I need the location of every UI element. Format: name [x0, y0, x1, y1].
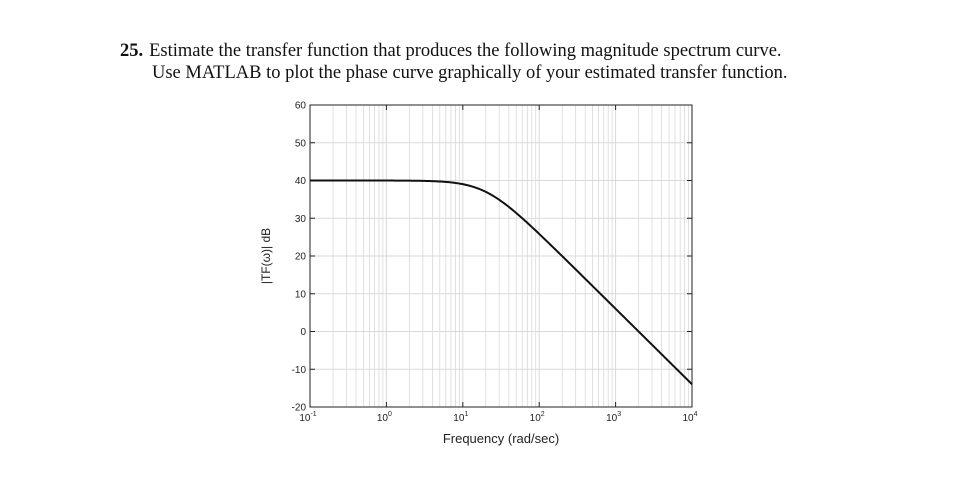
- y-tick-label: 0: [300, 327, 306, 338]
- problem-statement: 25. Estimate the transfer function that p…: [120, 40, 950, 84]
- y-tick-label: 10: [295, 289, 307, 300]
- problem-text-1: Estimate the transfer function that prod…: [149, 41, 782, 61]
- x-tick-base: 10: [530, 413, 542, 424]
- x-tick-exponent: 4: [694, 411, 698, 418]
- x-axis-label: Frequency (rad/sec): [443, 431, 559, 446]
- x-tick-label: 103: [606, 411, 621, 424]
- x-tick-label: 104: [682, 411, 697, 424]
- x-tick-label: 102: [530, 411, 545, 424]
- y-tick-label: -20: [292, 403, 307, 414]
- y-tick-labels: 60 50 40 30 20 10 0 -10 -20: [292, 101, 307, 414]
- magnitude-curve: [310, 179, 693, 385]
- chart-grid: [309, 104, 692, 408]
- y-tick-label: 30: [295, 214, 307, 225]
- x-tick-exponent: 3: [617, 411, 621, 418]
- problem-line-1: 25. Estimate the transfer function that p…: [120, 40, 950, 62]
- y-tick-label: 40: [295, 176, 307, 187]
- x-tick-labels: 10-1 100 101 102 103 104: [299, 411, 697, 424]
- x-tick-base: 10: [453, 413, 465, 424]
- x-tick-exponent: 1: [464, 411, 468, 418]
- y-tick-label: 50: [295, 138, 307, 149]
- x-tick-base: 10: [377, 413, 389, 424]
- y-tick-label: 60: [295, 101, 307, 112]
- x-tick-exponent: -1: [310, 411, 316, 418]
- x-tick-base: 10: [606, 413, 618, 424]
- y-axis-label: |TF(ω)| dB: [259, 228, 273, 284]
- x-tick-exponent: 0: [388, 411, 392, 418]
- x-tick-base: 10: [299, 413, 311, 424]
- axis-ticks: [309, 104, 693, 408]
- x-tick-label: 100: [377, 411, 392, 424]
- x-tick-label: 101: [453, 411, 468, 424]
- problem-line-2: Use MATLAB to plot the phase curve graph…: [152, 63, 788, 83]
- x-tick-exponent: 2: [541, 411, 545, 418]
- x-tick-base: 10: [682, 413, 694, 424]
- y-tick-label: 20: [295, 252, 307, 263]
- x-tick-label: 10-1: [299, 411, 316, 424]
- y-tick-label: -10: [292, 365, 307, 376]
- problem-number: 25.: [120, 41, 144, 61]
